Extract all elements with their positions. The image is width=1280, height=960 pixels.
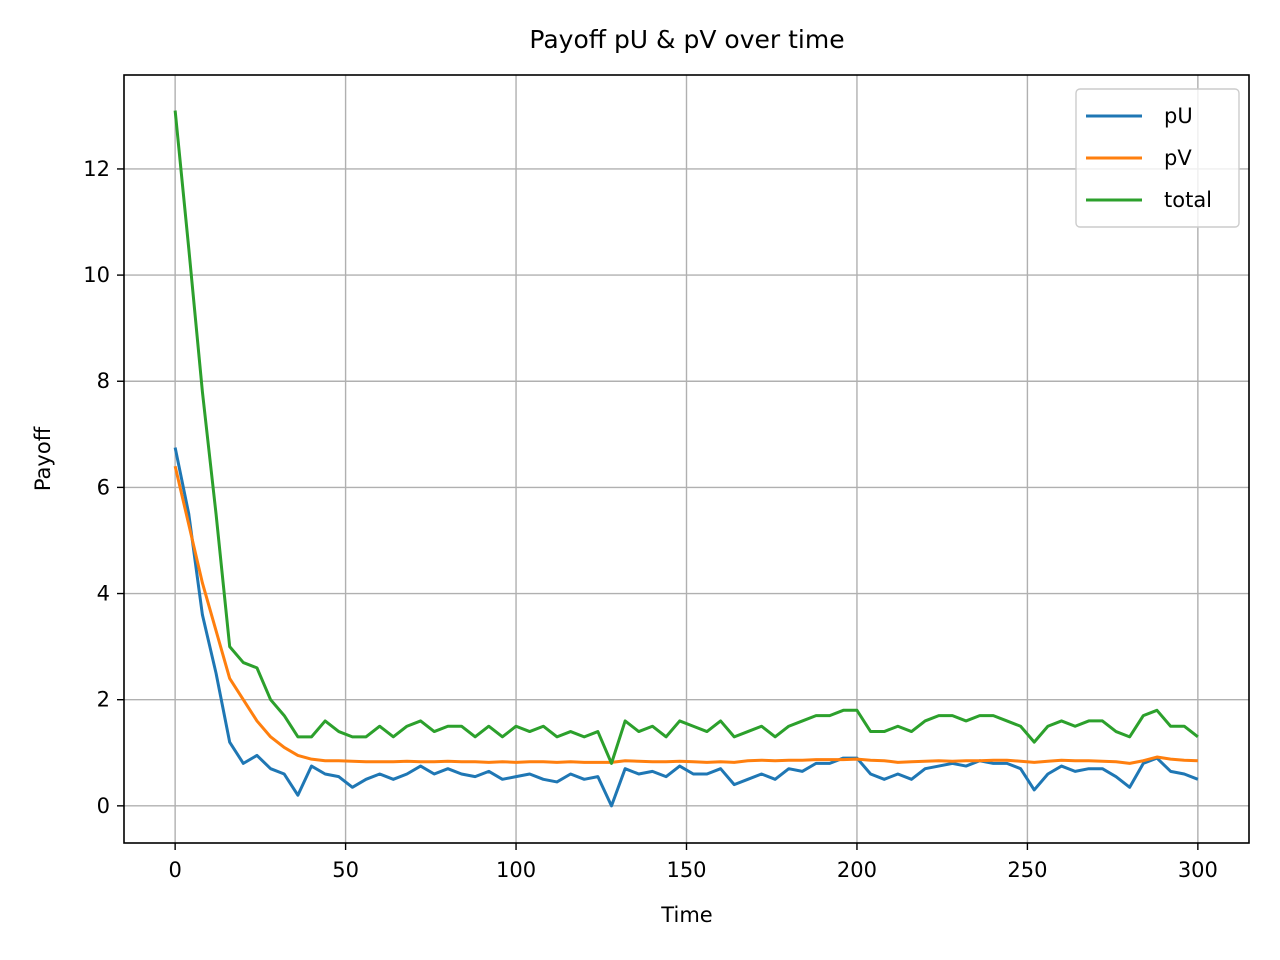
x-tick-label: 50 [332, 858, 359, 882]
plot-frame [123, 74, 1250, 844]
x-tick-label: 100 [496, 858, 536, 882]
legend-label: total [1164, 188, 1212, 212]
y-tick-label: 2 [97, 688, 110, 712]
y-tick-label: 4 [97, 582, 110, 606]
x-tick-label: 200 [837, 858, 877, 882]
x-tick-label: 300 [1178, 858, 1218, 882]
y-axis-label: Payoff [31, 426, 55, 491]
series-line [173, 447, 1199, 808]
series-line [173, 110, 1199, 765]
y-tick-label: 10 [83, 263, 110, 287]
legend-label: pV [1164, 146, 1192, 170]
x-tick-label: 0 [168, 858, 181, 882]
chart-title: Payoff pU & pV over time [529, 25, 844, 54]
y-tick-label: 6 [97, 475, 110, 499]
y-tick-label: 8 [97, 369, 110, 393]
series-line [173, 465, 1198, 765]
x-axis-label: Time [660, 903, 712, 927]
x-tick-label: 250 [1007, 858, 1047, 882]
y-tick-label: 0 [97, 794, 110, 818]
legend-label: pU [1164, 104, 1193, 128]
x-tick-label: 150 [666, 858, 706, 882]
y-tick-label: 12 [83, 157, 110, 181]
legend-box [1075, 88, 1240, 228]
